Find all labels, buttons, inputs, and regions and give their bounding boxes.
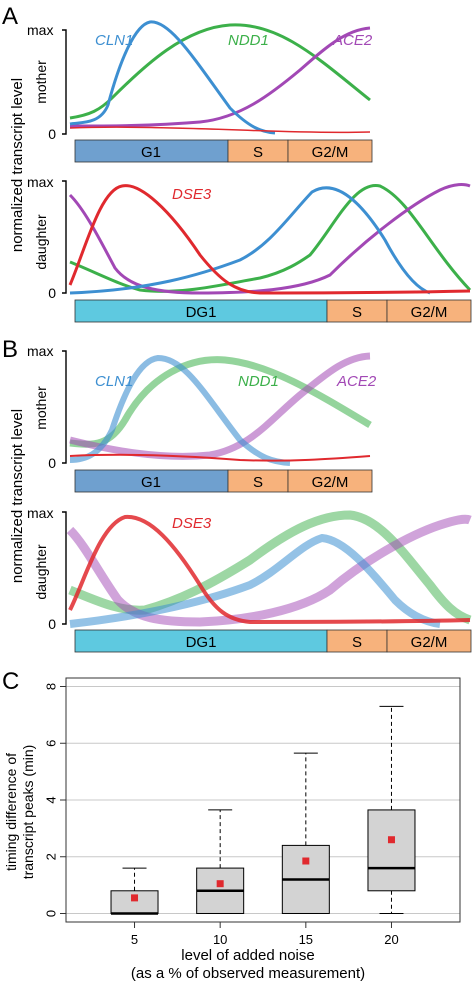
- b-daughter-ylabel: daughter: [33, 544, 49, 600]
- c-mean-marker: [131, 894, 139, 902]
- panel-a: A normalized transcript level max 0 moth…: [2, 3, 472, 323]
- a-mother-ylabel: mother: [33, 60, 49, 104]
- a-daughter-phase-g2m: [386, 299, 472, 323]
- panel-b-letter: B: [2, 336, 18, 363]
- c-plot-frame: [65, 677, 461, 923]
- b-daughter-phase-bar: DG1 S G2/M: [74, 629, 472, 653]
- c-x-tick-label: 5: [131, 932, 138, 947]
- c-y-axis: 0 2 4 6 8: [43, 683, 66, 917]
- c-ylabel-line2: transcript peaks (min): [20, 745, 36, 880]
- panel-a-letter: A: [2, 3, 18, 30]
- b-cln1-label: CLN1: [95, 373, 133, 390]
- a-ndd1-curve: [69, 23, 371, 120]
- b-mother-phase-g2m-label: G2/M: [312, 474, 349, 491]
- panel-a-shared-ylabel: normalized transcript level: [9, 78, 26, 252]
- c-mean-marker: [302, 857, 310, 865]
- a-ace2-curve: [69, 26, 371, 128]
- a-ndd1-curve-daughter: [69, 184, 472, 293]
- b-ndd1-label: NDD1: [238, 373, 279, 390]
- a-daughter-ymin-label: 0: [48, 285, 56, 301]
- b-mother-ylabel: mother: [33, 386, 49, 430]
- b-dse3-label: DSE3: [172, 515, 212, 532]
- c-y-tick-label: 4: [43, 796, 58, 803]
- a-daughter-phase-s-label: S: [352, 304, 362, 321]
- a-dse3-label: DSE3: [172, 186, 212, 203]
- b-daughter-phase-g2m: [386, 629, 472, 653]
- c-box-group: [367, 705, 416, 914]
- c-x-tick-label: 15: [299, 932, 313, 947]
- c-mean-marker: [216, 880, 224, 888]
- b-mother-ymin-label: 0: [48, 455, 56, 471]
- b-mother-phase-bar: G1 S G2/M: [74, 469, 373, 493]
- a-mother-phase-g2m: [287, 139, 373, 163]
- panel-b: B normalized transcript level max 0 moth…: [2, 336, 472, 653]
- a-cln1-curve: [69, 20, 276, 135]
- a-daughter-ylabel: daughter: [33, 214, 49, 270]
- b-daughter-ymin-label: 0: [48, 616, 56, 632]
- c-box: [367, 809, 416, 892]
- panel-a-daughter-plot: max 0 daughter DSE3 DG1 S G2/M: [27, 174, 472, 323]
- b-daughter-phase-dg1-label: DG1: [186, 634, 217, 651]
- a-mother-phase-bar: G1 S G2/M: [74, 139, 373, 163]
- panel-b-daughter-plot: max 0 daughter DSE3 DG1 S G2/M: [27, 505, 472, 653]
- c-box-group: [110, 867, 159, 915]
- a-mother-ymax-label: max: [27, 22, 53, 38]
- b-dse3-curve-daughter: [68, 514, 471, 625]
- b-ace2-curve: [69, 352, 371, 460]
- c-xlabel: level of added noise: [181, 947, 314, 964]
- c-boxes: [110, 705, 416, 915]
- b-ndd1-curve-daughter: [68, 510, 472, 625]
- a-mother-y-axis: [62, 29, 67, 135]
- c-y-tick-label: 2: [43, 853, 58, 860]
- a-mother-phase-s-label: S: [253, 144, 263, 161]
- a-ace2-curve-daughter: [68, 183, 471, 295]
- b-ace2-label: ACE2: [336, 373, 377, 390]
- b-daughter-y-axis: [62, 511, 67, 625]
- a-mother-ymin-label: 0: [48, 126, 56, 142]
- b-mother-phase-g2m: [287, 469, 373, 493]
- panel-c-letter: C: [2, 668, 19, 695]
- c-box: [110, 890, 159, 914]
- c-mean-marker: [387, 836, 395, 844]
- a-daughter-phase-bar: DG1 S G2/M: [74, 299, 472, 323]
- panel-b-mother-plot: max 0 mother CLN1 NDD1 ACE2 G1 S G2/M: [27, 343, 377, 493]
- a-daughter-phase-g2m-label: G2/M: [411, 304, 448, 321]
- a-dse3-curve-daughter: [68, 184, 471, 295]
- a-daughter-ymax-label: max: [27, 174, 53, 190]
- a-mother-phase-g1-label: G1: [141, 144, 161, 161]
- b-mother-phase-g1-label: G1: [141, 474, 161, 491]
- b-ace2-curve-daughter: [66, 514, 472, 627]
- c-box-group: [281, 752, 330, 914]
- a-ndd1-label: NDD1: [228, 32, 269, 49]
- panel-c: C timing difference of transcript peaks …: [2, 668, 461, 982]
- b-daughter-phase-s-label: S: [352, 634, 362, 651]
- b-dse3-curve: [69, 453, 371, 462]
- b-daughter-ymax-label: max: [27, 505, 53, 521]
- a-cln1-curve-daughter: [69, 186, 431, 295]
- c-y-tick-label: 6: [43, 740, 58, 747]
- a-daughter-phase-dg1-label: DG1: [186, 304, 217, 321]
- b-mother-ymax-label: max: [27, 343, 53, 359]
- b-cln1-curve: [69, 354, 291, 466]
- a-cln1-label: CLN1: [95, 32, 133, 49]
- c-x-axis: 5 10 15 20: [131, 922, 399, 947]
- panel-a-mother-plot: max 0 mother CLN1 NDD1 ACE2 G1 S G2/M: [27, 20, 373, 163]
- a-mother-phase-g2m-label: G2/M: [312, 144, 349, 161]
- panel-b-shared-ylabel: normalized transcript level: [9, 409, 26, 583]
- c-y-tick-label: 8: [43, 683, 58, 690]
- c-x-tick-label: 20: [384, 932, 398, 947]
- b-mother-phase-s-label: S: [253, 474, 263, 491]
- c-xlabel-sub: (as a % of observed measurement): [131, 965, 365, 982]
- c-box-group: [196, 809, 245, 914]
- b-cln1-curve-daughter: [69, 533, 441, 628]
- a-ace2-label: ACE2: [332, 32, 373, 49]
- a-dse3-curve: [69, 126, 371, 134]
- c-ylabel-line1: timing difference of: [3, 753, 19, 871]
- c-y-tick-label: 0: [43, 910, 58, 917]
- b-mother-y-axis: [62, 350, 67, 464]
- b-daughter-phase-g2m-label: G2/M: [411, 634, 448, 651]
- a-daughter-y-axis: [62, 180, 67, 294]
- c-x-tick-label: 10: [213, 932, 227, 947]
